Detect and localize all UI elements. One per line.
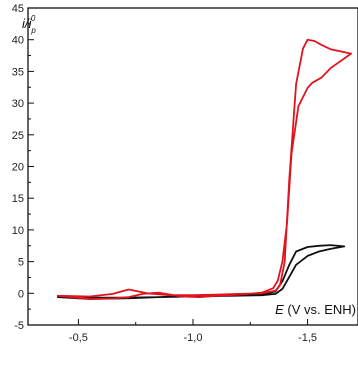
y-tick-label: 35 (12, 66, 24, 78)
y-tick-label: 25 (12, 130, 24, 142)
series-line-red (56, 38, 352, 300)
plot-frame (27, 7, 358, 326)
x-axis-label-italic: E (275, 302, 284, 317)
y-tick-label: -5 (14, 320, 24, 332)
y-tick-label: 20 (12, 162, 24, 174)
y-axis-label-main: i/i (22, 16, 33, 31)
x-axis-label-rest: (V vs. ENH) (284, 302, 356, 317)
y-tick-label: 0 (18, 288, 24, 300)
y-axis-label-sup: 0 (31, 14, 36, 23)
series-layer (56, 38, 352, 300)
x-tick-label: -1,5 (298, 332, 317, 344)
y-tick-label: 5 (18, 257, 24, 269)
x-tick-label: -0,5 (69, 332, 88, 344)
tick-layer: -5 0 5 10 15 20 25 30 35 40 45 -0,5 -1,0 -1,5 (12, 3, 317, 344)
y-axis-label: i/ip 0 (22, 14, 36, 35)
y-tick-label: 30 (12, 98, 24, 110)
y-tick-label: 15 (12, 193, 24, 205)
y-axis-label-sub: p (30, 26, 36, 35)
y-tick-label: 45 (12, 3, 24, 15)
y-tick-label: 40 (12, 35, 24, 47)
x-tick-label: -1,0 (184, 332, 203, 344)
y-tick-label: 10 (12, 225, 24, 237)
x-axis-label: E (V vs. ENH) (275, 302, 356, 317)
